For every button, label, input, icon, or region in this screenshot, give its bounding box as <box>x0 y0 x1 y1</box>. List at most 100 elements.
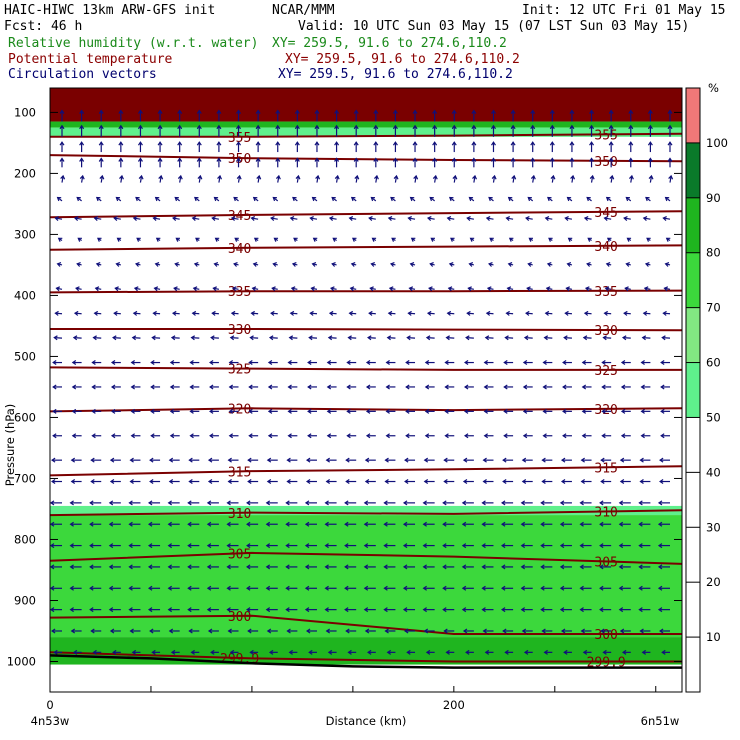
wind-arrowhead <box>369 286 374 292</box>
wind-vector <box>388 312 396 315</box>
wind-vector <box>505 336 514 339</box>
wind-arrowhead <box>275 141 281 146</box>
wind-arrowhead <box>69 585 74 591</box>
wind-arrowhead <box>174 262 179 267</box>
wind-arrowhead <box>112 335 117 341</box>
wind-arrowhead <box>233 262 238 267</box>
wind-arrowhead <box>461 607 467 613</box>
wind-arrowhead <box>207 457 213 463</box>
wind-arrowhead <box>641 649 647 655</box>
wind-arrowhead <box>188 628 193 634</box>
wind-arrowhead <box>52 360 57 366</box>
wind-arrowhead <box>79 124 85 130</box>
theta-label-350-1: 350 <box>594 155 617 170</box>
wind-arrowhead <box>486 286 492 292</box>
wind-arrowhead <box>540 585 545 591</box>
wind-arrowhead <box>402 585 408 591</box>
wind-vector <box>649 175 653 183</box>
wind-arrowhead <box>422 585 427 591</box>
wind-vector <box>250 336 259 339</box>
wind-arrowhead <box>128 585 133 591</box>
wind-arrowhead <box>620 408 626 414</box>
wind-arrowhead <box>157 124 163 130</box>
wind-vector <box>532 175 535 183</box>
wind-arrowhead <box>482 479 487 485</box>
wind-arrowhead <box>466 216 471 221</box>
wind-arrowhead <box>423 479 429 485</box>
wind-arrowhead <box>365 360 371 366</box>
wind-arrowhead <box>428 286 433 292</box>
theta-contour-305 <box>49 551 683 565</box>
wind-arrowhead <box>233 196 238 202</box>
wind-arrowhead <box>659 457 664 463</box>
wind-arrowhead <box>290 286 296 292</box>
wind-vector <box>192 312 200 315</box>
wind-arrowhead <box>559 564 565 570</box>
wind-arrowhead <box>167 500 173 506</box>
theta-contour-300 <box>49 614 682 635</box>
wind-arrowhead <box>407 310 412 316</box>
wind-arrowhead <box>451 109 457 114</box>
wind-arrowhead <box>583 216 589 221</box>
wind-arrowhead <box>73 216 79 221</box>
wind-vector <box>271 217 278 220</box>
wind-vector <box>643 217 651 220</box>
wind-arrowhead <box>647 124 653 130</box>
y-tick-label-900: 900 <box>14 593 36 607</box>
field-rh-name: Relative humidity (w.r.t. water) <box>8 36 258 51</box>
wind-arrowhead <box>91 360 96 366</box>
wind-arrowhead <box>227 457 232 463</box>
wind-arrowhead <box>628 157 634 162</box>
wind-arrowhead <box>287 433 292 439</box>
wind-arrowhead <box>374 174 379 180</box>
wind-arrowhead <box>147 585 153 591</box>
wind-arrowhead <box>638 585 643 591</box>
wind-arrowhead <box>285 543 290 549</box>
wind-vector <box>630 175 633 183</box>
wind-arrowhead <box>94 286 100 292</box>
theta-label-335-0: 335 <box>228 285 251 300</box>
wind-arrowhead <box>168 628 174 634</box>
circulation-vectors <box>49 109 674 655</box>
wind-arrowhead <box>643 286 649 292</box>
wind-arrowhead <box>640 384 645 390</box>
wind-arrowhead <box>463 360 469 366</box>
colorbar-band-60 <box>686 307 700 363</box>
wind-arrowhead <box>660 433 665 439</box>
wind-vector <box>55 217 63 220</box>
wind-arrowhead <box>624 286 629 292</box>
wind-arrowhead <box>327 649 333 655</box>
wind-arrowhead <box>667 141 673 146</box>
wind-arrowhead <box>247 628 252 634</box>
wind-arrowhead <box>443 457 448 463</box>
wind-arrowhead <box>108 564 114 570</box>
wind-arrowhead <box>606 237 612 242</box>
wind-arrowhead <box>172 216 177 221</box>
wind-vector <box>551 175 555 183</box>
wind-arrowhead <box>447 286 453 292</box>
wind-arrowhead <box>579 564 584 570</box>
wind-arrowhead <box>461 500 467 506</box>
wind-vector <box>290 312 298 315</box>
rh-shading <box>50 88 682 665</box>
wind-arrowhead <box>481 564 486 570</box>
wind-arrowhead <box>246 607 251 613</box>
wind-arrowhead <box>286 628 291 634</box>
wind-arrowhead <box>230 216 236 221</box>
wind-arrowhead <box>130 433 135 439</box>
theta-label-340-0: 340 <box>228 242 251 257</box>
wind-arrowhead <box>402 543 408 549</box>
theta-label-320-0: 320 <box>228 402 251 417</box>
wind-arrowhead <box>373 109 379 114</box>
wind-vector <box>152 336 161 339</box>
wind-arrowhead <box>365 433 371 439</box>
wind-arrowhead <box>567 237 573 242</box>
wind-vector <box>571 175 574 183</box>
rh-region-1 <box>50 121 682 128</box>
wind-arrowhead <box>442 543 447 549</box>
wind-vector <box>545 217 553 220</box>
wind-arrowhead <box>130 408 135 414</box>
theta-label-300-1: 300 <box>594 628 617 643</box>
colorbar-label-10: 10 <box>706 630 721 644</box>
